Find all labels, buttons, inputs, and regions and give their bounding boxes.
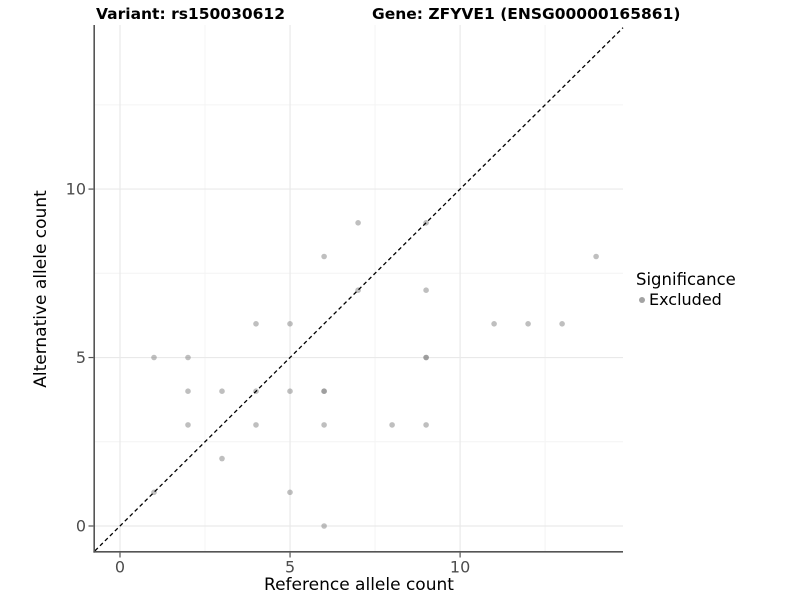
x-tick-label: 5 xyxy=(285,558,295,577)
data-point xyxy=(185,422,191,428)
data-point xyxy=(287,321,293,327)
data-point xyxy=(151,354,157,361)
gene-title: Gene: ZFYVE1 (ENSG00000165861) xyxy=(372,5,681,23)
legend: Significance Excluded xyxy=(636,270,736,309)
data-point xyxy=(287,388,293,395)
legend-item-label: Excluded xyxy=(649,290,722,309)
data-point xyxy=(423,287,429,294)
data-point xyxy=(219,455,225,462)
legend-item-excluded: Excluded xyxy=(639,290,736,309)
data-point xyxy=(389,422,395,428)
x-tick-label: 0 xyxy=(115,558,125,577)
data-point xyxy=(593,253,599,260)
data-point xyxy=(185,388,191,395)
identity-line xyxy=(94,27,624,552)
y-tick-label: 0 xyxy=(76,517,86,536)
data-point xyxy=(253,422,259,428)
y-axis-title: Alternative allele count xyxy=(31,190,51,388)
y-tick-label: 5 xyxy=(76,348,86,367)
x-tick-label: 10 xyxy=(450,558,470,577)
variant-title: Variant: rs150030612 xyxy=(96,5,285,23)
data-point xyxy=(423,422,429,428)
data-point xyxy=(287,489,293,496)
data-point xyxy=(253,321,259,327)
data-point xyxy=(423,354,429,361)
y-tick-label: 10 xyxy=(66,180,86,199)
legend-title: Significance xyxy=(636,270,736,289)
x-axis-title: Reference allele count xyxy=(264,575,454,595)
data-point xyxy=(559,321,565,327)
data-point xyxy=(185,354,191,361)
data-point xyxy=(219,388,225,395)
data-point xyxy=(321,253,327,260)
data-point xyxy=(321,523,327,529)
data-point xyxy=(355,220,361,226)
data-point xyxy=(321,388,327,395)
data-point xyxy=(321,422,327,428)
data-point xyxy=(491,321,497,327)
data-point xyxy=(525,321,531,327)
excluded-point-icon xyxy=(639,296,645,303)
